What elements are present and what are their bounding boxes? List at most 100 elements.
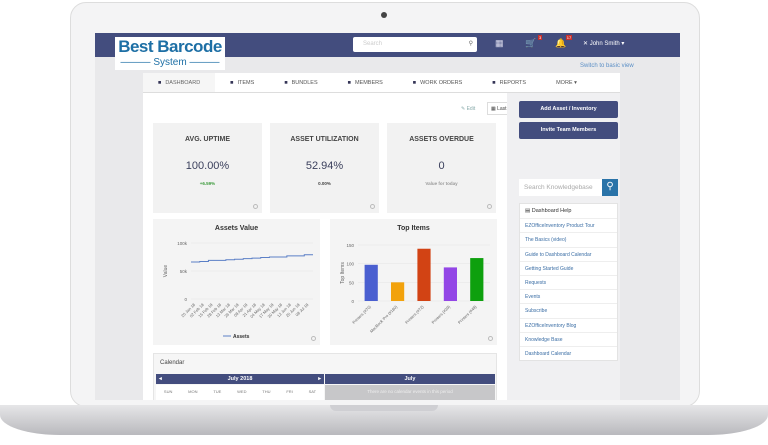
main-tabs: ■ DASHBOARD ■ ITEMS ■ BUNDLES ■ MEMBERS ■ WORK OR… bbox=[143, 73, 620, 93]
y-tick-label: 0 bbox=[184, 297, 187, 302]
prev-month-icon[interactable]: ◂ bbox=[159, 376, 162, 382]
cart-badge: 3 bbox=[537, 35, 543, 40]
bell-icon[interactable]: 🔔 17 bbox=[555, 35, 573, 48]
search-icon[interactable]: ⚲ bbox=[602, 179, 618, 196]
add-asset-button[interactable]: Add Asset / Inventory bbox=[519, 101, 618, 118]
laptop-notch bbox=[330, 405, 438, 411]
kpi-subtext: +6.59% bbox=[199, 181, 216, 186]
assets-value-chart: Assets Value 0 50k 100k Value 20 Jan 18 02 Fe… bbox=[153, 219, 320, 345]
search-placeholder: Search bbox=[363, 41, 383, 47]
tab-more[interactable]: MORE ▾ bbox=[541, 73, 592, 92]
kpi-subtext: 0.00% bbox=[318, 181, 331, 186]
calendar-icon[interactable]: ▦ bbox=[495, 38, 504, 48]
y-tick-label: 150 bbox=[346, 243, 354, 248]
tab-dashboard[interactable]: ■ DASHBOARD bbox=[143, 73, 216, 92]
help-link[interactable]: Getting Started Guide bbox=[520, 260, 617, 275]
global-search-input[interactable]: Search ⚲ bbox=[353, 37, 477, 52]
help-link[interactable]: Dashboard Calendar bbox=[520, 345, 617, 360]
bar bbox=[364, 264, 378, 301]
tab-members[interactable]: ■ MEMBERS bbox=[333, 73, 398, 92]
kpi-card: ASSETS OVERDUE 0 Value for today bbox=[387, 123, 496, 213]
work-order-icon: ■ bbox=[412, 80, 417, 86]
kpi-title: ASSETS OVERDUE bbox=[409, 136, 474, 143]
chart-title: Top Items bbox=[397, 225, 430, 232]
tab-label: MORE ▾ bbox=[556, 80, 577, 86]
calendar-month: July 2018 bbox=[227, 376, 253, 382]
invite-members-button[interactable]: Invite Team Members bbox=[519, 122, 618, 139]
camera bbox=[381, 12, 387, 18]
help-link[interactable]: EZOfficeInventory Blog bbox=[520, 317, 617, 332]
weekday-label: TUE bbox=[213, 389, 222, 394]
help-link[interactable]: Subscribe bbox=[520, 303, 617, 317]
bar bbox=[417, 248, 431, 301]
pie-chart-icon: ■ bbox=[492, 80, 496, 86]
info-icon[interactable] bbox=[370, 204, 375, 209]
briefcase-icon: ■ bbox=[230, 80, 234, 86]
screen: Search ⚲ ▦ 🛒 3 🔔 17 ✕ John Smith ▾ Best Bar… bbox=[95, 33, 680, 400]
weekday-label: SAT bbox=[308, 389, 317, 394]
dashboard-icon: ■ bbox=[158, 80, 162, 86]
bar bbox=[470, 258, 484, 301]
sidebar: Add Asset / Inventory Invite Team Member… bbox=[507, 93, 620, 400]
help-link[interactable]: The Basics (video) bbox=[520, 232, 617, 246]
kpi-title: ASSET UTILIZATION bbox=[290, 136, 359, 143]
info-icon[interactable] bbox=[487, 204, 492, 209]
kpi-value: 52.94% bbox=[305, 160, 344, 172]
series-line-assets bbox=[191, 254, 313, 263]
knowledgebase-search-input[interactable]: Search Knowledgebase bbox=[519, 179, 602, 196]
help-title-text: Dashboard Help bbox=[531, 208, 572, 214]
user-name: John Smith ▾ bbox=[589, 41, 625, 47]
y-tick-label: 100k bbox=[177, 241, 188, 246]
kpi-subtext: Value for today bbox=[425, 181, 458, 186]
kpi-value: 0 bbox=[438, 160, 445, 172]
help-link[interactable]: Requests bbox=[520, 274, 617, 289]
search-icon[interactable]: ⚲ bbox=[468, 41, 473, 47]
kpi-card: ASSET UTILIZATION 52.94% 0.00% bbox=[270, 123, 379, 213]
chart-title: Assets Value bbox=[214, 225, 259, 232]
cart-icon[interactable]: 🛒 3 bbox=[525, 35, 543, 48]
tab-label: DASHBOARD bbox=[165, 80, 201, 86]
next-month-icon[interactable]: ▸ bbox=[318, 376, 321, 382]
logo-line1: Best Barcode bbox=[118, 37, 222, 56]
weekday-label: THU bbox=[262, 389, 271, 394]
help-link[interactable]: EZOfficeInventory Product Tour bbox=[520, 218, 617, 232]
user-icon: ■ bbox=[347, 80, 351, 86]
kpi-card: AVG. UPTIME 100.00% +6.59% bbox=[153, 123, 262, 213]
weekday-row: SUN MON TUE WED THU FRI SAT bbox=[156, 385, 324, 400]
kpi-value: 100.00% bbox=[185, 160, 230, 172]
bar-chart-svg: 0 50 100 150 Top Items Printers (#70)MacBook … bbox=[340, 243, 490, 334]
dashboard-main: ✎ Edit ▦ Last 90 Days ▾ AVG. UPTIME100.0… bbox=[143, 93, 543, 400]
kpi-title: AVG. UPTIME bbox=[185, 136, 230, 143]
x-tick-label: Printers (#70) bbox=[351, 304, 372, 325]
edit-button[interactable]: ✎ Edit bbox=[461, 106, 476, 112]
help-link[interactable]: Knowledge Base bbox=[520, 331, 617, 346]
user-menu[interactable]: ✕ John Smith ▾ bbox=[583, 41, 625, 47]
tab-work-orders[interactable]: ■ WORK ORDERS bbox=[398, 73, 478, 92]
weekday-label: MON bbox=[188, 389, 198, 394]
tab-items[interactable]: ■ ITEMS bbox=[215, 73, 269, 92]
top-items-chart: Top Items 0 50 100 150 Top Items Printers (#7… bbox=[330, 219, 497, 345]
switch-basic-view-link[interactable]: Switch to basic view bbox=[580, 63, 634, 69]
info-icon[interactable] bbox=[488, 336, 493, 341]
y-tick-label: 0 bbox=[351, 299, 354, 304]
tab-label: REPORTS bbox=[499, 80, 527, 86]
y-tick-label: 50k bbox=[180, 269, 188, 274]
edit-label: Edit bbox=[466, 106, 476, 112]
help-link[interactable]: Guide to Dashboard Calendar bbox=[520, 246, 617, 261]
weekday-label: FRI bbox=[286, 389, 293, 394]
y-axis-label: Top Items bbox=[340, 262, 346, 284]
events-title: July bbox=[325, 374, 495, 384]
logo-line2: System bbox=[153, 57, 187, 68]
info-icon[interactable] bbox=[311, 336, 316, 341]
x-tick-label: Printers (#48) bbox=[457, 304, 478, 325]
alerts-badge: 17 bbox=[565, 35, 573, 40]
tab-bundles[interactable]: ■ BUNDLES bbox=[269, 73, 332, 92]
logo[interactable]: Best Barcode ——— System ——— bbox=[115, 37, 225, 70]
help-link[interactable]: Events bbox=[520, 289, 617, 303]
logo-line2-row: ——— System ——— bbox=[120, 57, 220, 68]
weekday-label: WED bbox=[237, 389, 247, 394]
info-icon[interactable] bbox=[253, 204, 258, 209]
tab-reports[interactable]: ■ REPORTS bbox=[477, 73, 541, 92]
no-events-message: There are no calendar events in this per… bbox=[325, 385, 495, 400]
